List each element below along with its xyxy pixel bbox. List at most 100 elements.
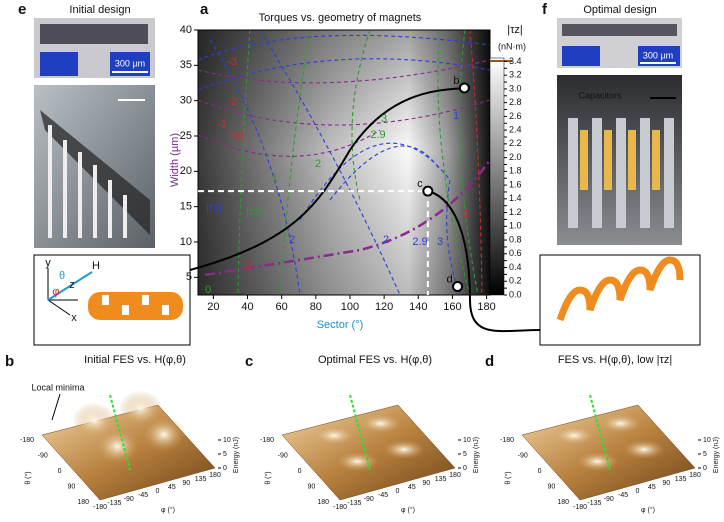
phi-tick-label: -180 (93, 504, 107, 511)
x-tick-label: 100 (341, 301, 359, 313)
theta-tick-label: 90 (67, 483, 75, 490)
annotation-arrow (51, 393, 61, 421)
contour-label: 1 (463, 208, 469, 220)
surface-peak (621, 439, 666, 460)
energy-tick-label: 0 (223, 465, 227, 472)
y-axis-label: Width (µm) (169, 133, 181, 187)
contour-label: 2 (289, 234, 295, 246)
inset-helix (556, 256, 684, 322)
colorbar-tick-label: 1.6 (509, 179, 522, 189)
surface-peak (95, 428, 140, 465)
photo-pattern (40, 24, 148, 44)
contour-label: 1 (272, 172, 278, 184)
inset-helix (88, 292, 183, 320)
colorbar-tick-label: 1.0 (509, 221, 522, 231)
phi-tick-label: -45 (138, 492, 148, 499)
y-tick-label: 35 (180, 59, 192, 71)
photo-block (40, 52, 78, 76)
surface-peak (72, 402, 117, 439)
surface-peak (552, 425, 597, 446)
contour-label: 2 (315, 158, 321, 170)
photo-block (638, 46, 680, 66)
phi-tick-label: 90 (662, 480, 670, 487)
design-point (452, 281, 464, 293)
panel-label: a (200, 1, 209, 18)
energy-tick-label: 0 (703, 465, 707, 472)
panel-label: b (5, 353, 14, 370)
colorbar-tick-label: 1.2 (509, 207, 522, 217)
design-point (422, 185, 434, 197)
contour-label: 2.9 (412, 236, 427, 248)
phi-tick-label: 0 (636, 488, 640, 495)
theta-axis-label: θ (°) (504, 471, 512, 484)
surface-peak (381, 439, 426, 460)
y-tick-label: 10 (180, 236, 192, 248)
phi-tick-label: 45 (168, 484, 176, 491)
phi-tick-label: -45 (378, 492, 388, 499)
torque-label: |τz| (246, 206, 262, 218)
x-tick-label: 120 (375, 301, 393, 313)
panel-title: Optimal design (583, 4, 656, 16)
colorbar (489, 57, 505, 296)
theta-tick-label: 180 (77, 499, 89, 506)
surface-title: FES vs. H(φ,θ), low |τz| (558, 354, 672, 366)
energy-tick-label: 10 (703, 437, 711, 444)
inset-axis-label: y (45, 257, 51, 269)
y-tick-label: 40 (180, 24, 192, 36)
theta-tick-label: 180 (317, 499, 329, 506)
phi-tick-label: 90 (182, 480, 190, 487)
photo-columns (568, 118, 674, 228)
contour-label: 1 (453, 110, 459, 122)
scale-label: 300 µm (115, 58, 145, 68)
energy-tick-label: 5 (223, 451, 227, 458)
inset-axis-label: φ (52, 286, 59, 298)
surface-peak (598, 413, 643, 434)
phi-tick-label: -180 (573, 504, 587, 511)
minima-path (589, 394, 611, 471)
x-tick-label: 40 (241, 301, 253, 313)
contour-label: -2 (227, 96, 237, 108)
theta-tick-label: -90 (518, 452, 528, 459)
callout: Capacitors (578, 90, 622, 100)
chart-title: Torques vs. geometry of magnets (259, 12, 422, 24)
phi-axis-label: φ (°) (401, 506, 415, 514)
phi-tick-label: 180 (689, 472, 701, 479)
y-tick-label: 30 (180, 95, 192, 107)
theta-tick-label: -180 (260, 437, 274, 444)
colorbar-tick-label: 1.8 (509, 166, 522, 176)
phi-tick-label: -90 (124, 496, 134, 503)
phi-tick-label: 45 (408, 484, 416, 491)
colorbar-tick-label: 3.2 (509, 70, 522, 80)
colorbar-tick-label: 0.0 (509, 289, 522, 299)
phi-tick-label: 0 (396, 488, 400, 495)
inset-axis-label: H (92, 260, 100, 272)
contour-label: -3 (227, 56, 237, 68)
contour-label: -1 (217, 118, 227, 130)
energy-tick-label: 5 (463, 451, 467, 458)
theta-tick-label: -90 (38, 452, 48, 459)
theta-tick-label: 180 (557, 499, 569, 506)
inset-axis-label: x (71, 312, 77, 324)
colorbar-tick-label: 2.8 (509, 97, 522, 107)
photo-pattern (562, 24, 677, 36)
colorbar-tick-label: 0.4 (509, 262, 522, 272)
torque-label: |τx| (206, 202, 222, 214)
inset-axis-label: z (69, 279, 75, 291)
phi-tick-label: 135 (195, 476, 207, 483)
phi-tick-label: -180 (333, 504, 347, 511)
panel-label: c (245, 353, 253, 370)
x-tick-label: 160 (443, 301, 461, 313)
contour-label: 3 (381, 113, 387, 125)
contour-label: 0 (205, 284, 211, 296)
contours (197, 29, 491, 296)
energy-tick-label: 5 (703, 451, 707, 458)
x-tick-label: 60 (276, 301, 288, 313)
x-tick-label: 180 (477, 301, 495, 313)
contour-label: 2.9 (370, 129, 385, 141)
heatmap-shade (198, 30, 490, 295)
colorbar-tick-label: 2.0 (509, 152, 522, 162)
phi-tick-label: -90 (364, 496, 374, 503)
colorbar-tick-label: 2.4 (509, 125, 522, 135)
colorbar-tick-label: 1.4 (509, 193, 522, 203)
